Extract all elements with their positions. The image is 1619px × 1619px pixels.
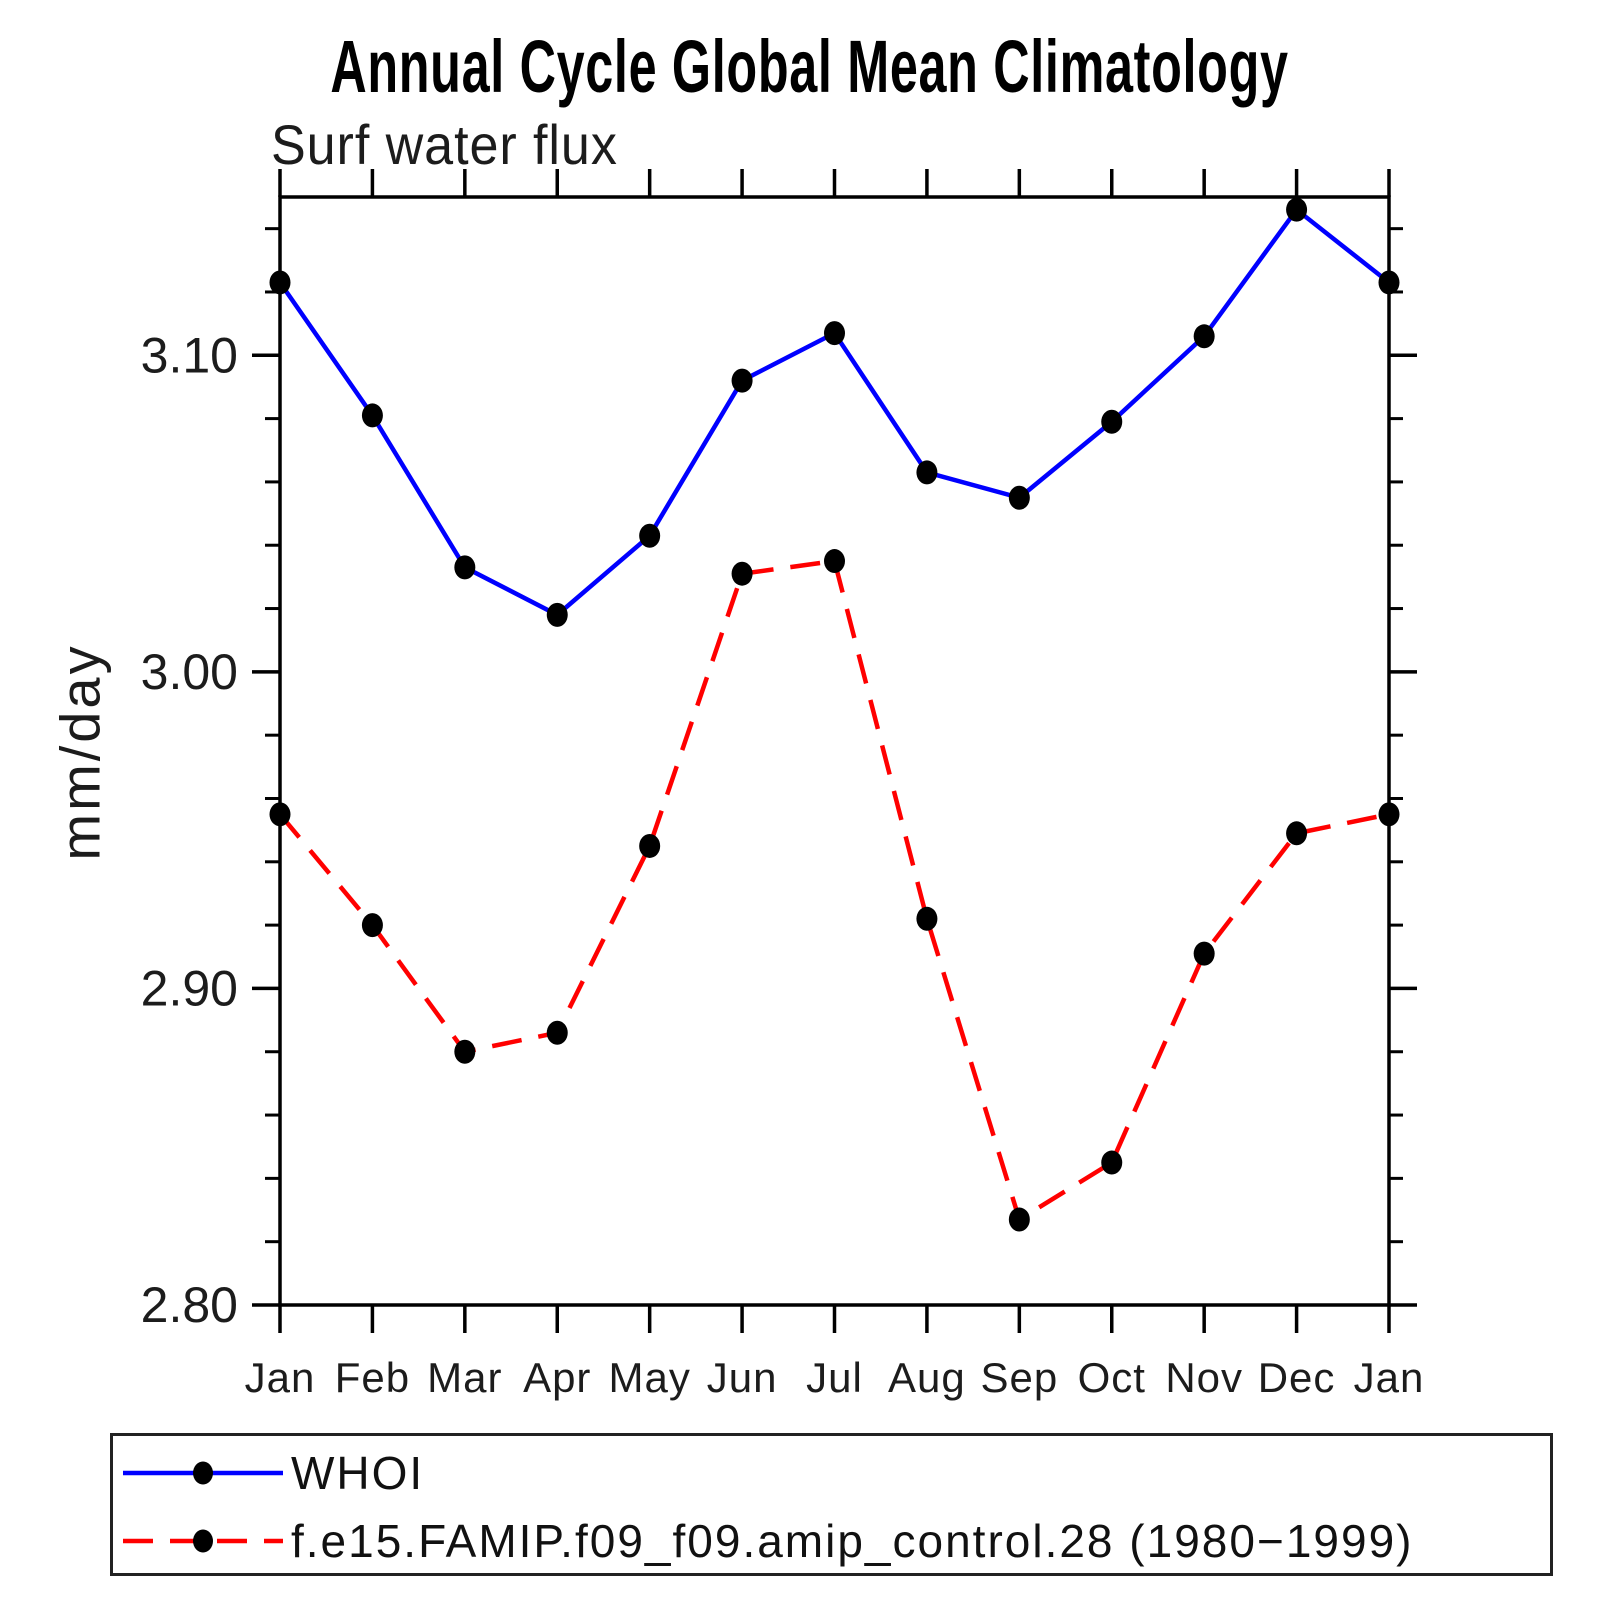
data-point-marker [269,270,291,295]
data-point-marker [824,321,845,346]
data-point-marker [361,913,383,938]
data-point-marker [546,1020,568,1045]
data-point-marker [1286,821,1308,846]
data-point-marker [1101,409,1123,434]
month-label: Oct [1078,1354,1146,1401]
legend: WHOI f.e15.FAMIP.f09_f09.amip_control.28… [110,1433,1553,1576]
month-label: Jan [245,1354,316,1401]
data-point-marker [731,561,753,586]
chart-title: Annual Cycle Global Mean Climatology [330,25,1289,108]
month-label: May [608,1354,690,1401]
chart-subtitle: Surf water flux [271,113,618,176]
data-point-marker [1193,941,1215,966]
data-point-marker [1008,1207,1030,1232]
legend-sample-solid-line [123,1461,283,1485]
month-label: Dec [1258,1354,1336,1401]
data-point-marker [1378,270,1400,295]
data-point-marker [454,1039,476,1064]
legend-label-model: f.e15.FAMIP.f09_f09.amip_control.28 (198… [291,1515,1414,1567]
data-point-marker [269,802,291,827]
series-line-model [278,558,1390,1223]
data-point-marker [1101,1150,1123,1175]
month-label: Jul [806,1354,863,1401]
y-tick-label: 3.00 [141,644,238,700]
data-point-marker [916,906,938,931]
data-point-marker [1193,324,1215,349]
data-point-marker [639,833,661,858]
legend-marker-dot [193,1529,213,1553]
legend-label-whoi: WHOI [291,1447,425,1499]
month-label: Sep [980,1354,1058,1401]
data-point-marker [454,555,476,580]
month-label: Nov [1165,1354,1243,1401]
month-label: Apr [523,1354,591,1401]
data-point-marker [1008,485,1030,510]
month-label: Jan [1354,1354,1425,1401]
legend-sample-dashed-line [123,1529,283,1553]
data-point-marker [731,368,753,393]
data-point-marker [361,403,383,428]
y-tick-label: 3.10 [141,327,238,383]
month-label: Jun [707,1354,778,1401]
data-point-marker [546,602,568,627]
y-tick-label: 2.90 [141,960,238,1016]
plot-border [278,195,1391,1307]
data-point-marker [824,549,845,574]
legend-marker-dot [193,1461,213,1485]
month-label: Aug [888,1354,966,1401]
month-label: Feb [335,1354,410,1401]
month-label: Mar [427,1354,502,1401]
data-point-marker [1286,197,1308,222]
legend-item-whoi: WHOI [117,1447,425,1499]
data-point-marker [1378,802,1400,827]
data-point-marker [639,523,661,548]
data-point-marker [916,460,938,485]
legend-item-model: f.e15.FAMIP.f09_f09.amip_control.28 (198… [117,1515,1414,1567]
y-tick-label: 2.80 [141,1277,238,1333]
